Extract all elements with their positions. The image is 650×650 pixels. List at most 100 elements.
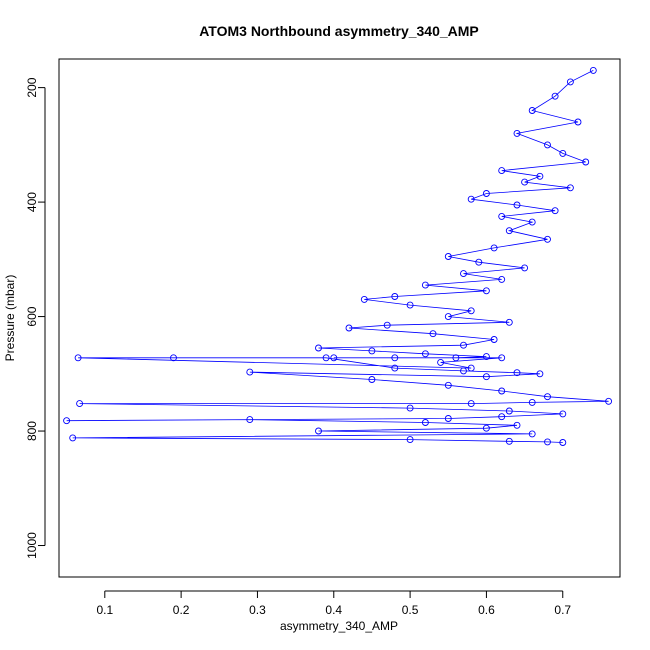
data-point	[406, 404, 414, 412]
data-point	[551, 207, 559, 215]
data-point	[406, 301, 414, 309]
data-point	[315, 344, 322, 352]
data-point	[322, 354, 330, 362]
data-point	[566, 78, 574, 86]
data-point	[406, 436, 414, 444]
data-point	[315, 427, 322, 435]
data-point	[460, 270, 467, 278]
data-point	[528, 218, 536, 226]
x-axis-label: asymmetry_340_AMP	[280, 619, 398, 633]
data-point	[391, 293, 399, 300]
data-point	[551, 92, 559, 100]
y-tick-label: 800	[25, 421, 39, 441]
x-axis: 0.1 0.2 0.3 0.4 0.5 0.6 0.7	[96, 590, 571, 617]
x-tick-label: 0.5	[402, 603, 419, 617]
data-point	[69, 434, 77, 442]
data-point	[467, 364, 475, 372]
data-point	[521, 264, 529, 272]
data-point	[421, 419, 429, 426]
data-point	[482, 353, 490, 361]
data-point	[368, 347, 376, 355]
data-point	[498, 275, 506, 283]
data-point	[444, 313, 452, 321]
data-point	[360, 295, 368, 303]
data-point	[482, 190, 490, 197]
data-point	[421, 350, 429, 358]
data-point	[467, 400, 475, 408]
x-tick-label: 0.7	[554, 603, 571, 617]
data-point	[330, 354, 338, 362]
data-point	[467, 195, 475, 203]
data-point	[505, 227, 513, 235]
data-point	[505, 407, 513, 415]
data-point	[368, 376, 376, 383]
data-point	[498, 354, 506, 362]
data-point	[505, 437, 513, 445]
data-point	[490, 336, 498, 343]
y-axis: 200 400 600 800 1000	[25, 77, 46, 559]
data-point	[498, 413, 506, 421]
data-point	[444, 415, 452, 422]
data-point	[566, 184, 574, 192]
data-point	[76, 400, 84, 408]
x-tick-label: 0.4	[325, 603, 342, 617]
data-point	[246, 368, 254, 376]
data-point	[513, 201, 521, 209]
plot-data	[63, 66, 613, 446]
data-point	[559, 410, 567, 418]
data-point	[444, 381, 452, 389]
y-tick-label: 400	[25, 192, 39, 212]
data-point	[559, 149, 567, 157]
chart-title: ATOM3 Northbound asymmetry_340_AMP	[199, 23, 479, 39]
data-point	[345, 324, 353, 332]
data-point	[528, 398, 536, 406]
data-point	[482, 424, 490, 432]
data-point	[559, 439, 567, 446]
data-point	[513, 369, 521, 377]
data-point	[498, 387, 506, 395]
data-point	[460, 341, 467, 349]
data-point	[528, 107, 536, 114]
y-axis-label: Pressure (mbar)	[3, 275, 17, 362]
data-point	[437, 358, 445, 366]
data-point	[589, 66, 597, 74]
data-point	[421, 281, 429, 289]
series-line	[66, 70, 609, 443]
x-tick-label: 0.2	[173, 603, 190, 617]
x-tick-label: 0.3	[249, 603, 266, 617]
data-point	[490, 244, 498, 252]
data-point	[452, 354, 460, 362]
x-tick-label: 0.6	[478, 603, 495, 617]
y-tick-label: 600	[25, 306, 39, 326]
data-point	[429, 330, 437, 338]
x-tick-label: 0.1	[96, 603, 113, 617]
data-point	[498, 167, 506, 175]
data-point	[482, 287, 490, 295]
data-point	[544, 438, 551, 446]
plot-frame	[58, 58, 621, 578]
data-point	[498, 212, 506, 220]
data-point	[482, 373, 490, 381]
data-point	[505, 318, 513, 326]
data-point	[521, 178, 529, 186]
data-point	[460, 367, 467, 375]
data-point	[513, 129, 521, 137]
data-point	[544, 393, 551, 401]
data-point	[383, 321, 391, 329]
data-point	[582, 158, 590, 166]
data-point	[74, 354, 82, 362]
data-point	[536, 370, 544, 378]
data-point	[391, 364, 399, 372]
data-point	[475, 258, 483, 266]
data-point	[246, 416, 254, 424]
data-point	[544, 235, 551, 243]
data-point	[605, 397, 613, 405]
data-point	[467, 307, 475, 315]
data-point	[391, 354, 399, 362]
data-point	[444, 253, 452, 260]
data-point	[513, 421, 521, 429]
data-point	[170, 354, 177, 362]
data-point	[544, 141, 551, 149]
y-tick-label: 1000	[25, 532, 39, 559]
